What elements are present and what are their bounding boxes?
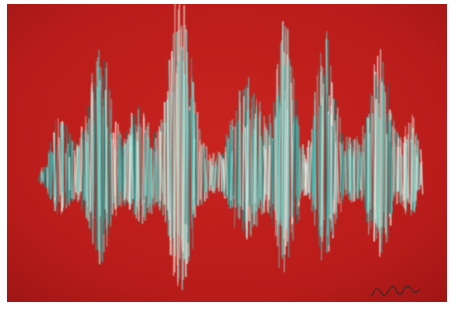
stroke xyxy=(320,105,321,250)
stroke xyxy=(354,139,355,201)
stroke xyxy=(94,82,95,217)
stroke xyxy=(390,120,391,214)
stroke xyxy=(240,103,241,207)
stroke xyxy=(413,133,414,210)
stroke xyxy=(368,117,369,212)
stroke xyxy=(83,132,84,206)
stroke xyxy=(236,121,237,205)
stroke xyxy=(104,61,105,235)
stroke xyxy=(337,114,338,218)
page: (() => { const data = JSON.parse(documen… xyxy=(0,0,455,313)
stroke xyxy=(381,82,382,227)
stroke xyxy=(269,145,270,199)
stroke xyxy=(120,131,121,192)
stroke xyxy=(351,155,352,200)
stroke xyxy=(81,127,82,192)
stroke xyxy=(406,140,407,211)
painting xyxy=(0,0,455,313)
stroke xyxy=(148,122,149,212)
stroke xyxy=(115,122,116,197)
stroke xyxy=(329,114,330,246)
stroke xyxy=(306,162,307,192)
stroke xyxy=(284,99,285,272)
stroke xyxy=(408,123,409,203)
stroke xyxy=(144,133,145,200)
stroke xyxy=(87,131,88,219)
stroke xyxy=(289,62,290,236)
